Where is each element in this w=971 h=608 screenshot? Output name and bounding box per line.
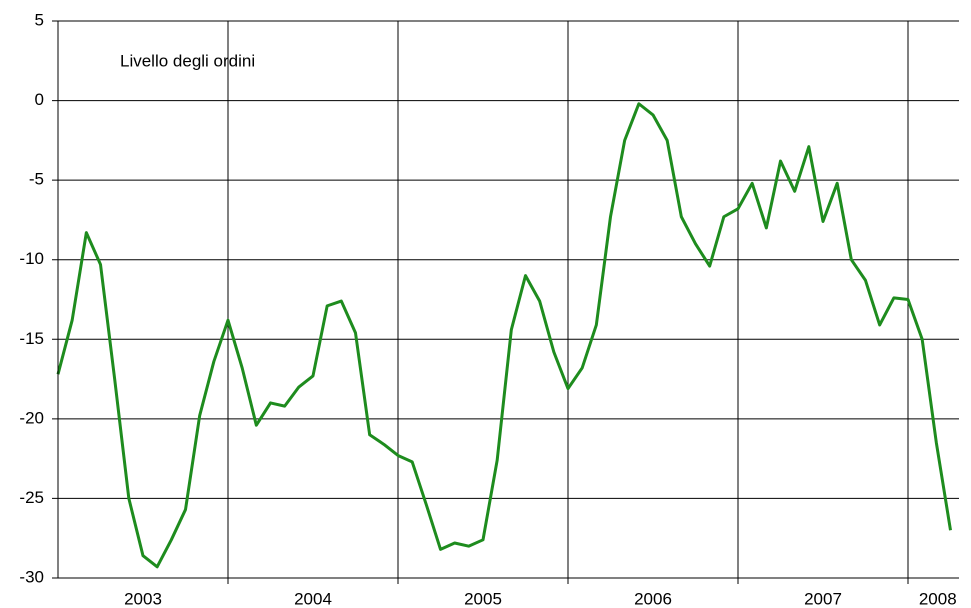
- x-tick-label: 2007: [804, 589, 842, 608]
- y-tick-label: -15: [19, 329, 44, 348]
- x-tick-label: 2005: [464, 589, 502, 608]
- y-tick-label: 0: [35, 90, 44, 109]
- plot: [56, 102, 952, 569]
- x-tick-label: 2006: [634, 589, 672, 608]
- x-tick-label: 2003: [124, 589, 162, 608]
- y-tick-label: 5: [35, 10, 44, 29]
- x-tick-label: 2004: [294, 589, 332, 608]
- data-line: [56, 102, 952, 569]
- y-tick-label: -5: [29, 170, 44, 189]
- legend-label: Livello degli ordini: [120, 51, 255, 70]
- y-tick-label: -30: [19, 567, 44, 586]
- y-tick-label: -10: [19, 249, 44, 268]
- y-tick-label: -20: [19, 408, 44, 427]
- y-tick-label: -25: [19, 488, 44, 507]
- x-tick-label: 2008: [919, 589, 957, 608]
